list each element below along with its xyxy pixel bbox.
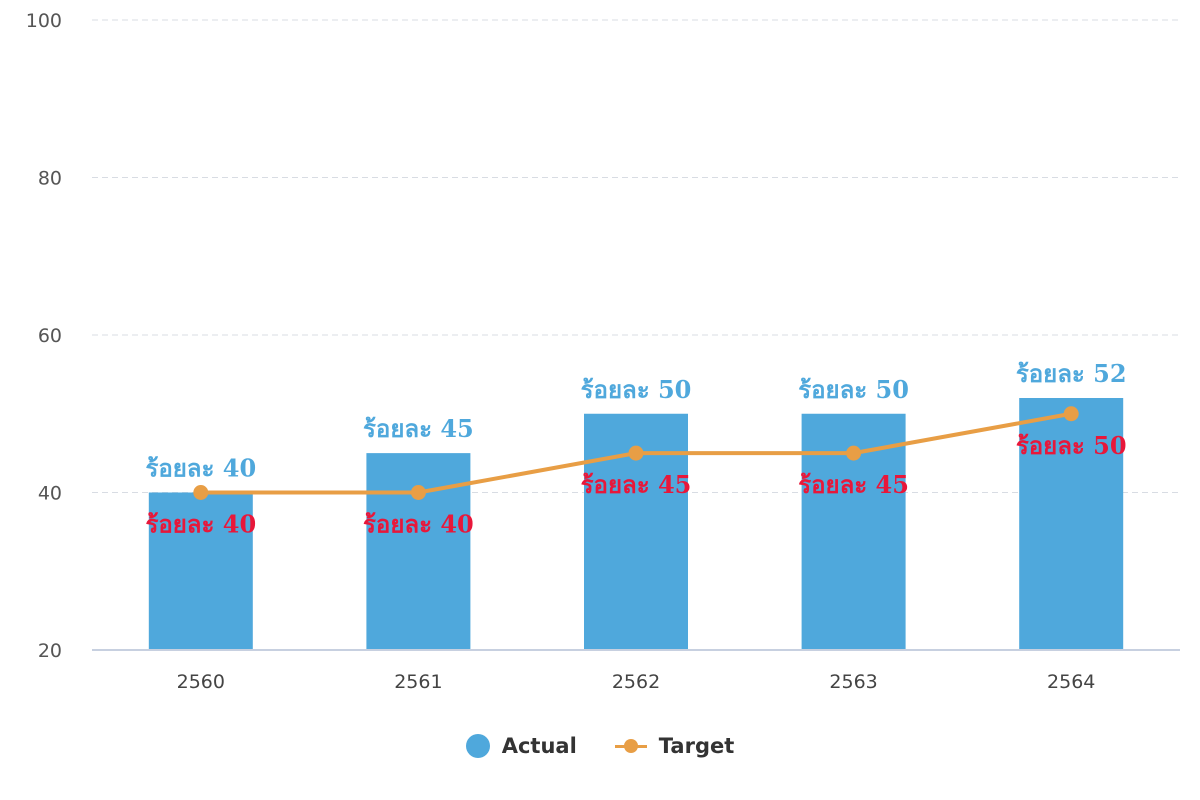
combo-chart: 20 40 60 80 100 2560 2561 2562 2563 2564 ร้อยละ … [26,10,1180,693]
target-data-label: ร้อยละ 45 [581,470,692,499]
actual-data-label: ร้อยละ 50 [798,375,909,404]
actual-data-label: ร้อยละ 40 [145,454,256,483]
y-tick-label: 100 [26,10,62,32]
legend-target-marker-icon [614,738,647,754]
data-labels: ร้อยละ 40 ร้อยละ 45 ร้อยละ 50 ร้อยละ 50 ร้อย… [145,359,1126,539]
legend-item-actual[interactable]: Actual [465,734,577,758]
actual-data-label: ร้อยละ 50 [581,375,692,404]
legend-actual-label: Actual [501,734,577,758]
y-tick-label: 80 [38,168,62,190]
actual-bar-2564 [1019,398,1124,650]
actual-data-label: ร้อยละ 52 [1016,359,1127,388]
x-tick-label: 2561 [394,671,442,693]
y-tick-label: 20 [38,640,62,662]
y-tick-label: 60 [38,325,62,347]
actual-data-label: ร้อยละ 45 [363,414,474,443]
target-data-label: ร้อยละ 45 [798,470,909,499]
x-tick-label: 2560 [177,671,225,693]
legend-actual-marker-icon [465,734,490,758]
y-axis-ticks: 20 40 60 80 100 [26,10,62,662]
actual-bar-2561 [366,453,471,650]
actual-bar-2560 [148,492,253,650]
target-point-2563 [846,445,862,461]
target-data-label: ร้อยละ 40 [363,510,474,539]
target-point-2560 [193,485,209,500]
legend: Actual Target [0,726,1200,766]
target-point-2564 [1063,406,1079,422]
legend-item-target[interactable]: Target [614,734,735,758]
actual-bars [148,398,1124,650]
target-point-2561 [410,485,426,500]
x-tick-label: 2562 [612,671,660,693]
x-tick-label: 2563 [829,671,877,693]
legend-target-label: Target [658,734,735,758]
target-point-2562 [628,445,644,461]
x-axis-ticks: 2560 2561 2562 2563 2564 [177,671,1096,693]
target-data-label: ร้อยละ 40 [145,510,256,539]
y-tick-label: 40 [38,483,62,505]
x-tick-label: 2564 [1047,671,1095,693]
target-data-label: ร้อยละ 50 [1016,431,1127,460]
target-line-series [193,406,1079,500]
